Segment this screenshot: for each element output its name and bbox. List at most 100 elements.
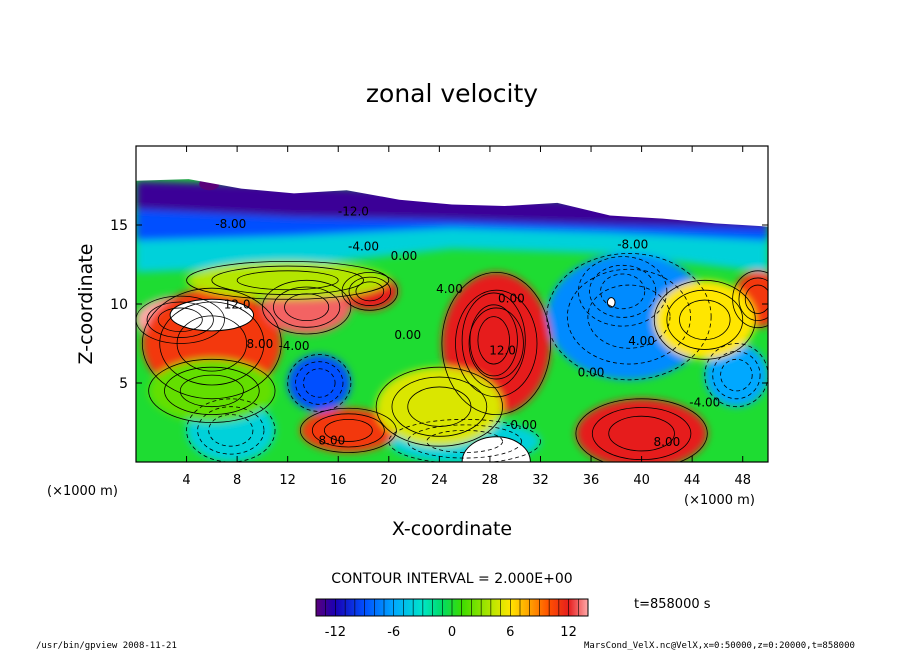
contour-line-15-2 <box>679 299 731 340</box>
blank-region-2 <box>606 297 616 308</box>
x-tick-label-0: 4 <box>182 473 190 488</box>
x-axis: 4 8 12 16 20 24 28 32 36 40 44 48 <box>182 146 751 488</box>
contour-line-11-0 <box>341 271 399 311</box>
contour-label-0: -8.00 <box>215 217 246 231</box>
blank-region-0 <box>169 298 255 332</box>
contour-line-10-0 <box>262 279 352 335</box>
chart-title: zonal velocity <box>366 79 538 108</box>
contour-label-7: -4.00 <box>278 339 309 353</box>
x-tick-label-7: 32 <box>532 473 549 488</box>
contour-line-9-1 <box>159 301 265 386</box>
contour-label-4: -8.00 <box>617 238 648 252</box>
x-tick-label-10: 44 <box>684 473 701 488</box>
contour-line-13-2 <box>323 418 373 442</box>
contour-line-2-0 <box>546 253 712 381</box>
contour-line-4-1 <box>197 406 265 455</box>
contour-line-12-2 <box>608 415 675 452</box>
upper-blank-region <box>136 146 768 227</box>
contour-label-3: 0.00 <box>391 249 418 263</box>
feature-12 <box>575 398 708 462</box>
x-axis-unit-left: (×1000 m) <box>47 484 118 499</box>
contour-label-1: -12.0 <box>338 205 369 219</box>
contour-line-1-1 <box>295 361 344 405</box>
contour-line-14-2 <box>744 284 768 314</box>
contour-label-11: 12.0 <box>489 344 516 358</box>
contour-line-9-2 <box>176 315 247 372</box>
plot-area: -8.00 -12.0 -4.00 0.00 -8.00 12.0 8.00 -4.00 0.0… <box>135 145 769 463</box>
contour-line-16-0 <box>375 366 503 447</box>
contour-line-0-1 <box>589 264 657 318</box>
contour-line-14-1 <box>738 277 768 321</box>
footer-right: MarsCond_VelX.nc@VelX,x=0:50000,z=0:2000… <box>584 641 855 651</box>
contour-label-6: 8.00 <box>247 337 274 351</box>
contour-label-13: 0.00 <box>578 366 605 380</box>
contour-interval: CONTOUR INTERVAL = 2.000E+00 <box>331 571 572 587</box>
contour-line-1-2 <box>303 368 336 398</box>
x-tick-label-1: 8 <box>233 473 241 488</box>
x-tick-label-11: 48 <box>734 473 751 488</box>
colorbar-tick-label-2: 0 <box>448 625 456 640</box>
y-tick-label-1: 10 <box>110 297 128 313</box>
contour-line-1-0 <box>287 354 352 412</box>
contour-label-15: -0.00 <box>506 418 537 432</box>
x-tick-label-4: 20 <box>381 473 398 488</box>
feature-18 <box>148 359 276 423</box>
y-tick-label-2: 15 <box>110 218 128 234</box>
x-tick-label-9: 40 <box>633 473 650 488</box>
contour-label-8: 0.00 <box>394 328 421 342</box>
y-axis-label: Z-coordinate <box>75 244 97 365</box>
contour-line-11-2 <box>355 281 385 302</box>
contour-label-12: 4.00 <box>628 334 655 348</box>
contour-line-5-0 <box>388 418 541 462</box>
contour-line-10-1 <box>273 286 341 328</box>
contour-line-6-0 <box>461 292 526 389</box>
contour-label-9: 4.00 <box>436 282 463 296</box>
contour-line-16-2 <box>407 386 472 427</box>
contour-line-8-1 <box>146 301 214 338</box>
colorbar: -12 -6 0 6 12 <box>315 598 589 640</box>
contour-line-9-0 <box>141 287 282 400</box>
contour-line-8-0 <box>136 295 225 344</box>
y-axis: 5 10 15 <box>110 218 768 392</box>
contour-line-4-2 <box>208 414 254 447</box>
contour-line-17-0 <box>186 260 390 300</box>
contour-line-6-2 <box>477 316 510 365</box>
contour-line-7-2 <box>468 307 524 380</box>
contour-line-3-0 <box>704 343 768 408</box>
contour-line-5-1 <box>407 424 522 459</box>
colorbar-tick-label-0: -12 <box>325 625 346 640</box>
y-tick-label-0: 5 <box>119 376 128 392</box>
contour-line-11-1 <box>348 276 392 306</box>
x-tick-label-6: 28 <box>482 473 499 488</box>
contour-line-0-2 <box>600 273 646 310</box>
feature-15 <box>654 280 756 360</box>
contour-line-5-2 <box>426 429 503 453</box>
blank-region-1 <box>461 436 531 462</box>
x-tick-label-3: 16 <box>330 473 347 488</box>
contour-label-2: -4.00 <box>348 239 379 253</box>
contour-line-17-2 <box>236 270 339 291</box>
feature-3 <box>704 343 768 407</box>
contour-line-2-2 <box>587 284 671 349</box>
contour-line-7-0 <box>441 271 551 415</box>
contour-line-13-0 <box>299 407 397 453</box>
x-tick-label-8: 36 <box>583 473 600 488</box>
contour-line-3-2 <box>720 358 753 392</box>
contour-line-2-1 <box>566 268 691 365</box>
time-label: t=858000 s <box>634 597 711 612</box>
contour-line-7-1 <box>455 289 538 398</box>
x-axis-label: X-coordinate <box>392 518 512 540</box>
colorbar-tick-label-3: 6 <box>506 625 514 640</box>
contour-label-5: 12.0 <box>224 298 251 312</box>
contour-line-17-1 <box>211 265 364 295</box>
contour-line-18-1 <box>164 366 260 415</box>
colorbar-tick-label-4: 12 <box>560 625 577 640</box>
feature-17 <box>186 261 389 300</box>
colorbar-tick-label-1: -6 <box>387 625 400 640</box>
contour-label-16: 8.00 <box>654 435 681 449</box>
contour-line-3-1 <box>712 350 761 400</box>
x-axis-unit-right: (×1000 m) <box>684 493 755 508</box>
contour-line-15-1 <box>666 289 744 350</box>
contour-line-18-2 <box>179 374 244 408</box>
contour-label-10: 0.00 <box>498 291 525 305</box>
